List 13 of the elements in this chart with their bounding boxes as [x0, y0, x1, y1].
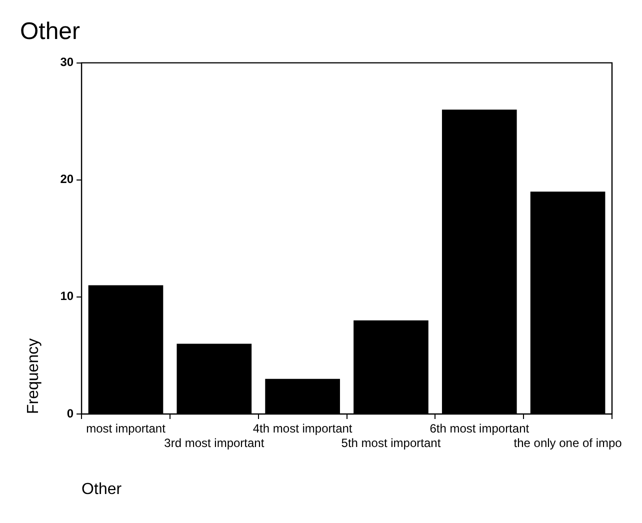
y-tick-label: 20 [60, 172, 74, 186]
x-tick-label: 5th most important [341, 436, 442, 450]
y-tick-label: 0 [66, 406, 74, 420]
chart-title: Other [20, 18, 80, 46]
x-tick-label: most important [86, 422, 166, 436]
y-tick-label: 10 [60, 289, 74, 304]
x-tick-label: the only one of impo [514, 436, 622, 450]
x-tick-label: 6th most important [430, 422, 530, 436]
x-axis-title: Other [82, 480, 122, 498]
x-tick-label: 4th most important [252, 422, 353, 436]
x-tick-label: 3rd most important [164, 436, 265, 450]
y-axis-title: Frequency [25, 338, 42, 414]
y-tick-label: 30 [60, 55, 74, 70]
